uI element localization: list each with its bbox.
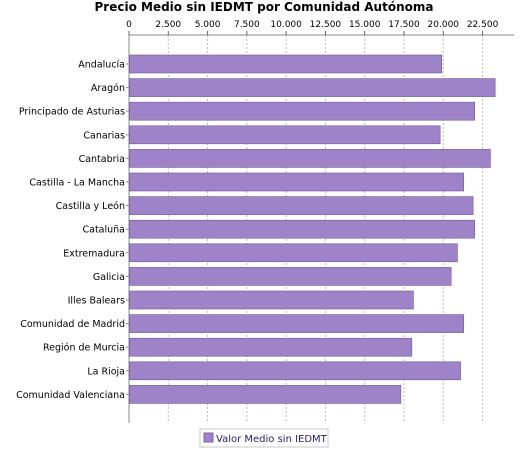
tick-label: 7.500 — [234, 20, 260, 30]
legend-box — [199, 428, 329, 448]
tick-label: 5.000 — [195, 20, 221, 30]
bar — [129, 361, 461, 381]
category-label: Galicia — [93, 272, 125, 283]
legend: Valor Medio sin IEDMT — [199, 428, 329, 448]
bar — [129, 172, 465, 192]
bar — [129, 125, 441, 145]
category-label: Canarias — [83, 130, 125, 141]
legend-label: Valor Medio sin IEDMT — [216, 434, 328, 445]
bars — [129, 54, 496, 404]
category-label: Región de Murcia — [43, 343, 125, 354]
tick-label: 12.500 — [310, 20, 342, 30]
category-label: Castilla - La Mancha — [29, 178, 125, 189]
category-label: Cantabria — [79, 154, 125, 165]
bar — [129, 314, 465, 333]
bar — [129, 196, 474, 215]
category-label: Castilla y León — [56, 201, 125, 212]
x-axis-ticks: 0 2.500 5.000 7.500 10.000 12.500 15.000 17.500… — [126, 20, 499, 35]
bar — [129, 54, 443, 74]
category-label: La Rioja — [87, 366, 125, 377]
bar — [129, 290, 414, 310]
tick-label: 2.500 — [155, 20, 181, 30]
category-label: Illes Balears — [68, 296, 125, 307]
axes — [126, 34, 514, 423]
category-label: Aragón — [91, 83, 125, 94]
category-label: Principado de Asturias — [19, 107, 125, 118]
tick-label: 0 — [126, 20, 132, 30]
bar — [129, 243, 458, 263]
bar — [129, 385, 402, 404]
tick-label: 17.500 — [388, 20, 420, 30]
category-label: Comunidad Valenciana — [16, 390, 125, 401]
bar — [129, 149, 491, 168]
chart-title: Precio Medio sin IEDMT por Comunidad Aut… — [95, 0, 434, 14]
bar — [129, 219, 476, 239]
tick-label: 15.000 — [349, 20, 381, 30]
category-label: Andalucía — [78, 60, 125, 71]
bar — [129, 78, 496, 97]
category-labels: Andalucía Aragón Principado de Asturias Can… — [16, 60, 125, 401]
legend-swatch — [203, 432, 214, 443]
category-label: Extremadura — [63, 248, 125, 259]
category-label: Cataluña — [82, 225, 125, 236]
tick-label: 10.000 — [270, 20, 302, 30]
bar — [129, 267, 452, 286]
tick-label: 22.500 — [467, 20, 499, 30]
tick-label: 20.000 — [428, 20, 460, 30]
category-label: Comunidad de Madrid — [20, 319, 125, 330]
bar — [129, 101, 476, 121]
bar — [129, 337, 413, 357]
grid — [167, 35, 484, 423]
